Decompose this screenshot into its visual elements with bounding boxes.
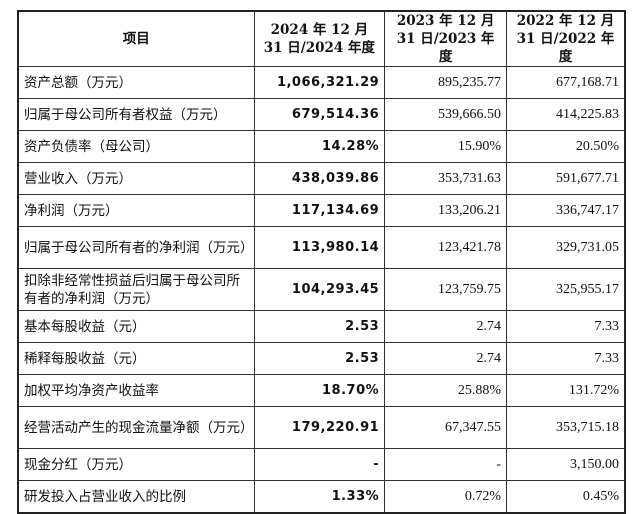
header-2022: 2022 年 12 月 31 日/2022 年度 [506,10,626,67]
value-2024: - [253,448,386,481]
value-2023: 895,235.77 [384,66,508,99]
value-2024: 2.53 [253,342,386,375]
row-label: 营业收入（万元） [17,162,255,195]
row-label: 资产负债率（母公司） [17,130,255,163]
value-2022: 336,747.17 [506,194,626,227]
header-2023: 2023 年 12 月 31 日/2023 年度 [384,10,508,67]
row-label: 加权平均净资产收益率 [17,374,255,407]
value-2024: 2.53 [253,310,386,343]
table-row: 净利润（万元） 117,134.69 133,206.21 336,747.17 [17,194,626,227]
table-row: 研发投入占营业收入的比例 1.33% 0.72% 0.45% [17,480,626,514]
value-2023: 123,759.75 [384,268,508,311]
value-2023: 2.74 [384,342,508,375]
row-label: 稀释每股收益（元） [17,342,255,375]
value-2024: 104,293.45 [253,268,386,311]
value-2022: 414,225.83 [506,98,626,131]
header-2024: 2024 年 12 月 31 日/2024 年度 [253,10,386,67]
value-2024: 679,514.36 [253,98,386,131]
value-2024: 14.28% [253,130,386,163]
value-2024: 179,220.91 [253,406,386,449]
header-item: 项目 [17,10,255,67]
table-row: 加权平均净资产收益率 18.70% 25.88% 131.72% [17,374,626,407]
table-row: 资产总额（万元） 1,066,321.29 895,235.77 677,168.71 [17,66,626,99]
value-2022: 3,150.00 [506,448,626,481]
value-2023: 25.88% [384,374,508,407]
value-2022: 353,715.18 [506,406,626,449]
value-2023: 67,347.55 [384,406,508,449]
row-label: 归属于母公司所有者权益（万元） [17,98,255,131]
table-row: 营业收入（万元） 438,039.86 353,731.63 591,677.71 [17,162,626,195]
row-label: 基本每股收益（元） [17,310,255,343]
value-2023: - [384,448,508,481]
table-row: 基本每股收益（元） 2.53 2.74 7.33 [17,310,626,343]
value-2024: 1,066,321.29 [253,66,386,99]
row-label: 经营活动产生的现金流量净额（万元） [17,406,255,449]
value-2022: 591,677.71 [506,162,626,195]
value-2023: 0.72% [384,480,508,514]
table-row: 现金分红（万元） - -3,150.00 [17,448,626,481]
value-2022: 7.33 [506,310,626,343]
value-2022: 325,955.17 [506,268,626,311]
table-row: 归属于母公司所有者权益（万元） 679,514.36 539,666.50 414,2… [17,98,626,131]
value-2022: 0.45% [506,480,626,514]
value-2022: 677,168.71 [506,66,626,99]
table-row: 经营活动产生的现金流量净额（万元） 179,220.91 67,347.55 353,… [17,406,626,449]
value-2023: 133,206.21 [384,194,508,227]
value-2023: 15.90% [384,130,508,163]
table-row: 归属于母公司所有者的净利润（万元） 113,980.14 123,421.78 329… [17,226,626,269]
financial-data-table: 项目 2024 年 12 月 31 日/2024 年度 2023 年 12 月 … [17,10,626,514]
row-label: 归属于母公司所有者的净利润（万元） [17,226,255,269]
value-2024: 117,134.69 [253,194,386,227]
value-2022: 329,731.05 [506,226,626,269]
table-row: 资产负债率（母公司） 14.28% 15.90% 20.50% [17,130,626,163]
table-row: 稀释每股收益（元） 2.53 2.74 7.33 [17,342,626,375]
header-row: 项目 2024 年 12 月 31 日/2024 年度 2023 年 12 月 … [17,10,626,67]
value-2022: 7.33 [506,342,626,375]
value-2023: 2.74 [384,310,508,343]
value-2024: 18.70% [253,374,386,407]
value-2024: 113,980.14 [253,226,386,269]
value-2023: 353,731.63 [384,162,508,195]
row-label: 资产总额（万元） [17,66,255,99]
value-2024: 438,039.86 [253,162,386,195]
row-label: 现金分红（万元） [17,448,255,481]
value-2023: 539,666.50 [384,98,508,131]
row-label: 净利润（万元） [17,194,255,227]
row-label: 研发投入占营业收入的比例 [17,480,255,514]
value-2022: 131.72% [506,374,626,407]
table-row: 扣除非经常性损益后归属于母公司所有者的净利润（万元） 104,293.45 123,… [17,268,626,311]
value-2024: 1.33% [253,480,386,514]
row-label: 扣除非经常性损益后归属于母公司所有者的净利润（万元） [17,268,255,311]
value-2022: 20.50% [506,130,626,163]
value-2023: 123,421.78 [384,226,508,269]
